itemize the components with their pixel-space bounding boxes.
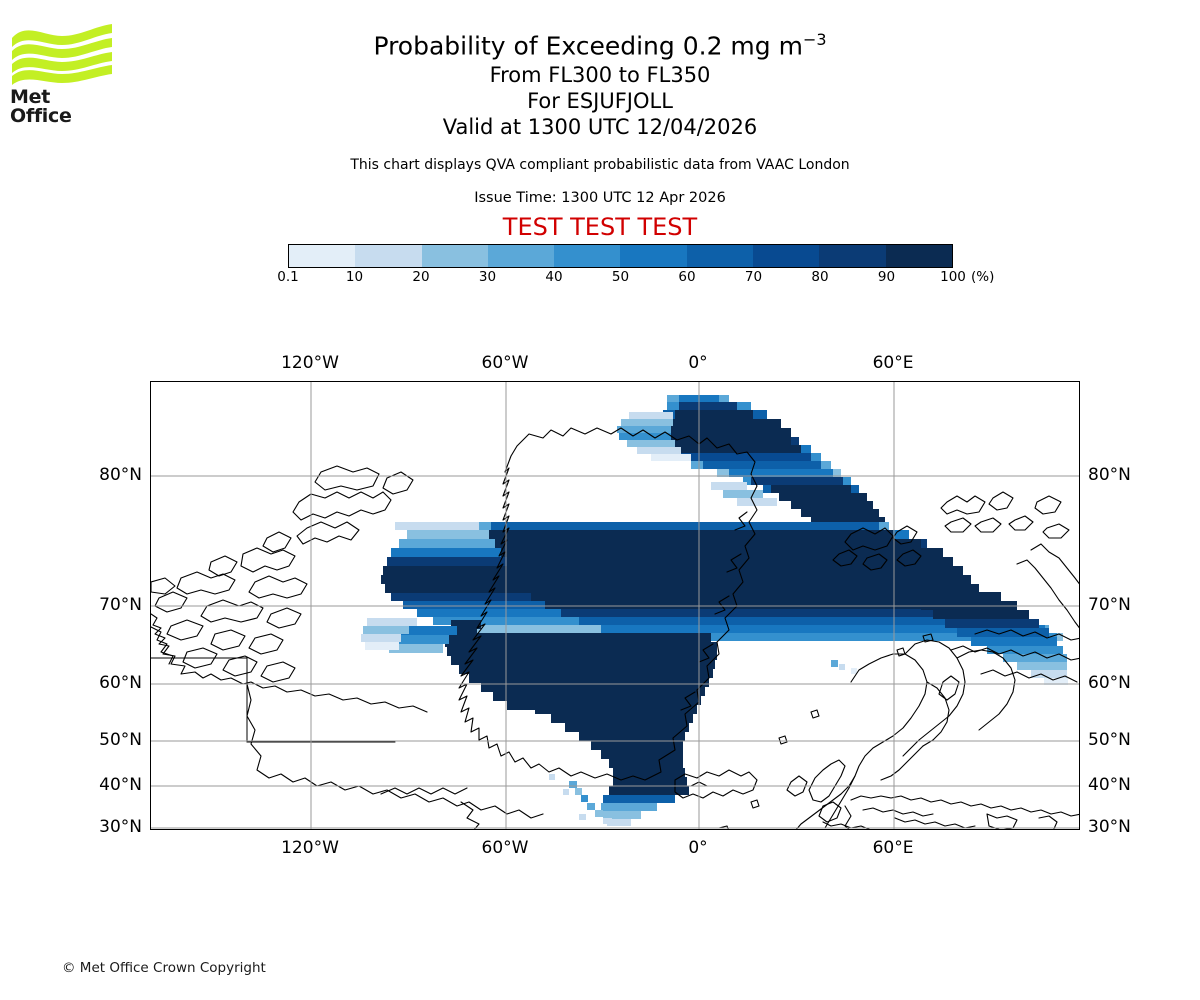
lat-label-30-right: 30°N: [1088, 817, 1131, 837]
lat-label-50-right: 50°N: [1088, 730, 1131, 750]
chart-title-block: Probability of Exceeding 0.2 mg m−3 From…: [0, 24, 1200, 140]
lat-label-80-right: 80°N: [1088, 465, 1131, 485]
colorbar-tick-0-1: 0.1: [277, 269, 299, 285]
colorbar-tick-80: 80: [811, 269, 829, 285]
page-title: Probability of Exceeding 0.2 mg m−3: [0, 24, 1200, 62]
colorbar-tick-30: 30: [478, 269, 497, 285]
ash-probability-map[interactable]: [150, 381, 1080, 830]
colorbar-tick-60: 60: [678, 269, 696, 285]
ash-plume-raster: [361, 395, 1068, 826]
plume-nw-fringe: [361, 618, 417, 650]
colorbar-band-5: [620, 245, 687, 267]
lat-label-70-right: 70°N: [1088, 595, 1131, 615]
colorbar-tick-40: 40: [545, 269, 563, 285]
test-banner: TEST TEST TEST: [502, 213, 698, 241]
lat-label-40-right: 40°N: [1088, 775, 1131, 795]
issue-time-text: Issue Time: 1300 UTC 12 Apr 2026: [474, 190, 726, 206]
copyright-footer: © Met Office Crown Copyright: [62, 960, 266, 976]
colorbar-band-6: [686, 245, 754, 267]
lon-label--60-bottom: 60°W: [481, 838, 529, 858]
colorbar-band-4: [554, 245, 621, 267]
colorbar-band-9: [885, 245, 952, 267]
colorbar-tick-labels: 0.1 10 20 30 40 50 60 70 80 90 100: [277, 269, 966, 287]
met-office-wordmark: Met Office: [10, 86, 72, 127]
lon-label-60-top: 60°E: [872, 353, 914, 373]
lat-label-30-left: 30°N: [99, 817, 142, 837]
probability-colorbar: [288, 244, 953, 268]
flight-level-subtitle: From FL300 to FL350: [489, 63, 711, 88]
map-frame: [150, 381, 1080, 830]
plume-polar-arc-light: [617, 412, 777, 506]
colorbar-tick-100: 100: [940, 269, 966, 285]
met-office-logo: Met Office: [10, 24, 114, 126]
page-title-exponent: −3: [802, 30, 827, 49]
met-office-wave-mark: [12, 24, 112, 85]
valid-time-subtitle: Valid at 1300 UTC 12/04/2026: [442, 115, 758, 140]
map-canvas: [151, 382, 1079, 829]
lon-label-0-top: 0°: [688, 353, 708, 373]
lat-label-70-left: 70°N: [99, 595, 142, 615]
colorbar-tick-70: 70: [744, 269, 763, 285]
qva-strapline: This chart displays QVA compliant probab…: [350, 157, 850, 173]
colorbar-tick-50: 50: [611, 269, 630, 285]
colorbar-band-1: [355, 245, 422, 267]
lon-label-60-bottom: 60°E: [872, 838, 914, 858]
colorbar-band-8: [819, 245, 886, 267]
colorbar-tick-90: 90: [877, 269, 896, 285]
plume-greenland-arm: [463, 633, 717, 826]
colorbar-unit-label: (%): [971, 269, 995, 285]
lat-label-60-right: 60°N: [1088, 673, 1131, 693]
plume-polar-band: [657, 395, 885, 525]
lat-label-80-left: 80°N: [99, 465, 142, 485]
plume-main-80n-band: [443, 522, 1063, 641]
colorbar-band-2: [421, 245, 488, 267]
volcano-subtitle: For ESJUFJOLL: [527, 89, 673, 114]
plume-iceland-speckle: [549, 774, 612, 824]
lat-label-60-left: 60°N: [99, 673, 142, 693]
lon-label--120-top: 120°W: [281, 353, 339, 373]
colorbar-band-3: [487, 245, 555, 267]
lon-label-0-bottom: 0°: [688, 838, 708, 858]
lon-label--60-top: 60°W: [481, 353, 529, 373]
colorbar-tick-20: 20: [412, 269, 430, 285]
page-title-text: Probability of Exceeding 0.2 mg m: [373, 31, 803, 61]
map-gridlines: [151, 382, 1079, 829]
colorbar-bands: [288, 244, 953, 268]
lon-label--120-bottom: 120°W: [281, 838, 339, 858]
lat-label-50-left: 50°N: [99, 730, 142, 750]
lat-label-40-left: 40°N: [99, 775, 142, 795]
colorbar-band-0: [289, 245, 356, 267]
colorbar-band-7: [753, 245, 820, 267]
colorbar-tick-10: 10: [345, 269, 364, 285]
coastlines: [151, 427, 1079, 829]
